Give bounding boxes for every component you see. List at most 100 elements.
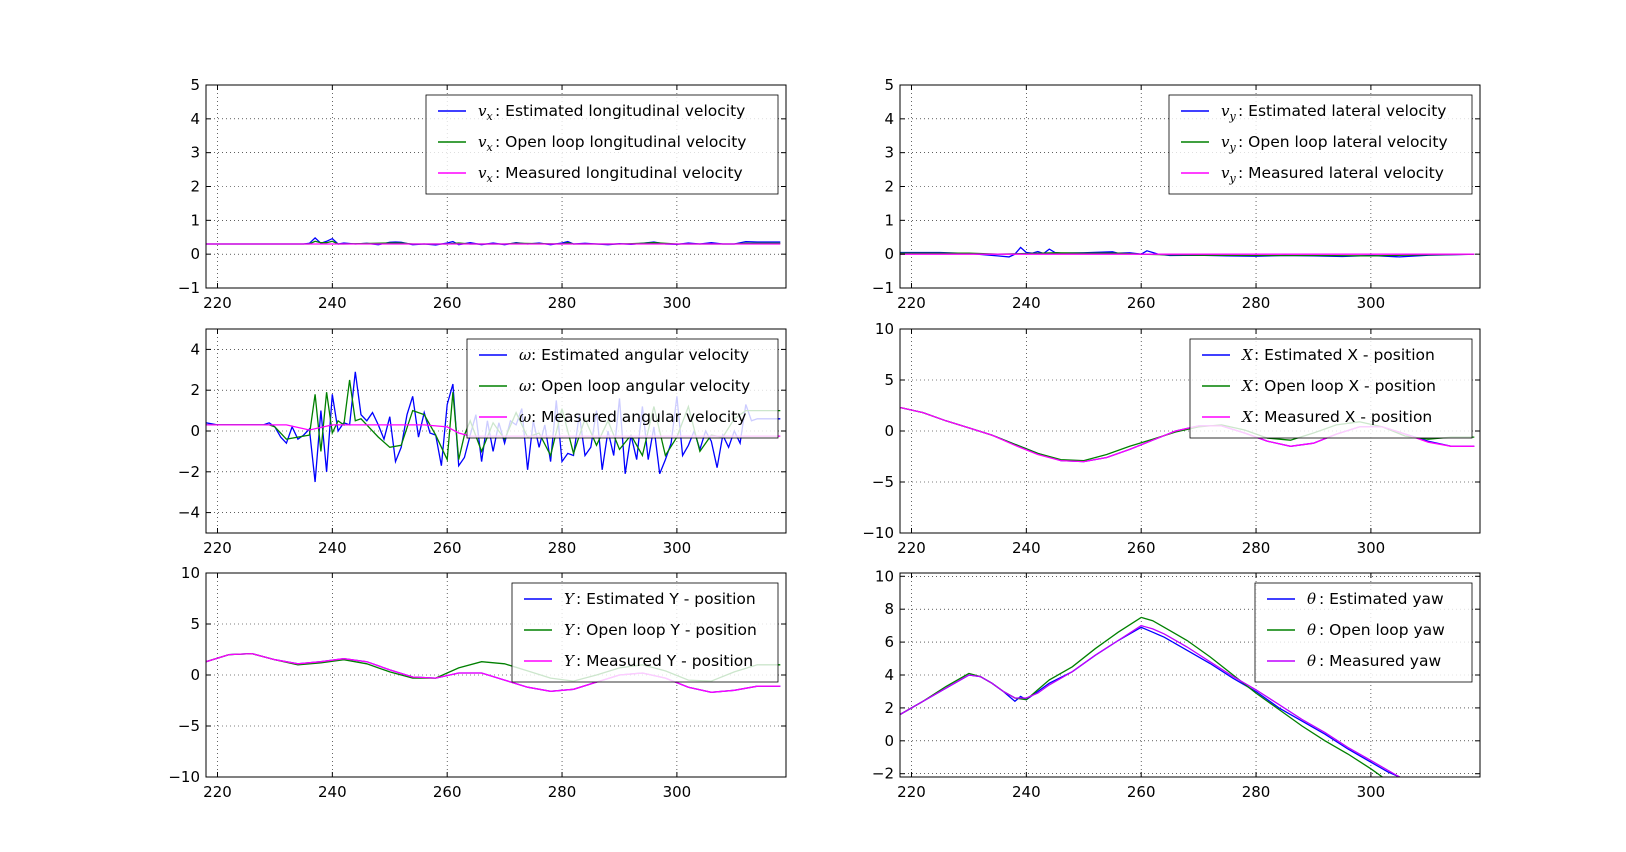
legend-label: : Measured yaw (1319, 652, 1441, 670)
legend-symbol: Y (564, 621, 576, 639)
x-tick-label: 260 (1127, 783, 1156, 801)
y-tick-label: 0 (884, 422, 894, 440)
y-tick-label: 10 (875, 567, 894, 585)
legend-label: : Estimated lateral velocity (1238, 102, 1446, 120)
x-tick-label: 220 (203, 783, 232, 801)
legend-label: : Estimated yaw (1319, 590, 1444, 608)
x-tick-label: 220 (897, 783, 926, 801)
y-tick-label: 5 (884, 76, 894, 94)
y-tick-label: 4 (884, 666, 894, 684)
legend-label: : Estimated Y - position (576, 590, 756, 608)
x-tick-label: 300 (1357, 539, 1386, 557)
y-tick-label: −2 (872, 765, 894, 783)
legend-symbol: ω (519, 346, 531, 364)
legend-box (1168, 94, 1473, 195)
legend-label: : Open loop Y - position (576, 621, 757, 639)
y-tick-label: 1 (884, 211, 894, 229)
y-tick-label: 0 (190, 666, 200, 684)
x-tick-label: 300 (1357, 783, 1386, 801)
x-tick-label: 240 (1012, 539, 1041, 557)
series-line (206, 379, 781, 463)
legend-symbol: θ (1307, 590, 1316, 608)
y-tick-label: 1 (190, 211, 200, 229)
legend-box (466, 338, 779, 439)
legend-symbol: vy (1221, 102, 1236, 123)
y-tick-label: 5 (190, 615, 200, 633)
x-tick-label: 280 (1242, 539, 1271, 557)
legend-symbol: vx (478, 164, 493, 185)
x-tick-label: 300 (663, 783, 692, 801)
x-tick-label: 240 (1012, 294, 1041, 312)
x-tick-label: 260 (433, 294, 462, 312)
legend-symbol: vx (478, 133, 493, 154)
y-tick-label: 10 (875, 320, 894, 338)
legend-symbol: Y (564, 590, 576, 608)
series-line (206, 652, 781, 693)
legend-label: : Measured angular velocity (531, 408, 746, 426)
y-tick-label: 0 (884, 245, 894, 263)
x-tick-label: 220 (897, 294, 926, 312)
y-tick-label: 5 (190, 76, 200, 94)
legend-symbol: θ (1307, 652, 1316, 670)
legend-label: : Measured longitudinal velocity (495, 164, 743, 182)
x-tick-label: 260 (1127, 294, 1156, 312)
legend-label: : Open loop longitudinal velocity (495, 133, 746, 151)
y-tick-label: −10 (862, 524, 894, 542)
y-tick-label: −1 (178, 279, 200, 297)
y-tick-label: 5 (884, 371, 894, 389)
y-tick-label: 4 (190, 110, 200, 128)
x-tick-label: 280 (548, 294, 577, 312)
y-tick-label: 2 (190, 381, 200, 399)
x-tick-label: 220 (203, 539, 232, 557)
y-tick-label: 2 (884, 178, 894, 196)
y-tick-label: −5 (872, 473, 894, 491)
x-tick-label: 300 (1357, 294, 1386, 312)
legend-box (511, 582, 779, 683)
x-tick-label: 260 (433, 783, 462, 801)
legend-symbol: vy (1221, 133, 1236, 154)
y-tick-label: 2 (190, 178, 200, 196)
y-tick-label: 0 (190, 422, 200, 440)
x-tick-label: 240 (318, 539, 347, 557)
legend-label: : Estimated X - position (1254, 346, 1435, 364)
x-tick-label: 280 (548, 539, 577, 557)
y-tick-label: −5 (178, 717, 200, 735)
legend-symbol: θ (1307, 621, 1316, 639)
legend-symbol: X (1241, 377, 1254, 395)
y-tick-label: 4 (884, 110, 894, 128)
y-tick-label: −4 (178, 504, 200, 522)
x-tick-label: 240 (318, 783, 347, 801)
y-tick-label: 0 (884, 732, 894, 750)
legend-label: : Open loop yaw (1319, 621, 1445, 639)
legend-symbol: Y (564, 652, 576, 670)
legend-symbol: X (1241, 408, 1254, 426)
y-tick-label: 8 (884, 600, 894, 618)
legend-symbol: vx (478, 102, 493, 123)
legend-label: : Measured lateral velocity (1238, 164, 1444, 182)
y-tick-label: 3 (884, 144, 894, 162)
legend-symbol: ω (519, 408, 531, 426)
legend-label: : Measured Y - position (576, 652, 753, 670)
y-tick-label: 10 (181, 564, 200, 582)
x-tick-label: 280 (1242, 294, 1271, 312)
series-line (900, 624, 1400, 777)
x-tick-label: 220 (897, 539, 926, 557)
legend-label: : Open loop X - position (1254, 377, 1436, 395)
x-tick-label: 300 (663, 294, 692, 312)
legend-label: : Estimated angular velocity (531, 346, 749, 364)
y-tick-label: −2 (178, 463, 200, 481)
x-tick-label: 280 (548, 783, 577, 801)
legend-symbol: vy (1221, 164, 1236, 185)
